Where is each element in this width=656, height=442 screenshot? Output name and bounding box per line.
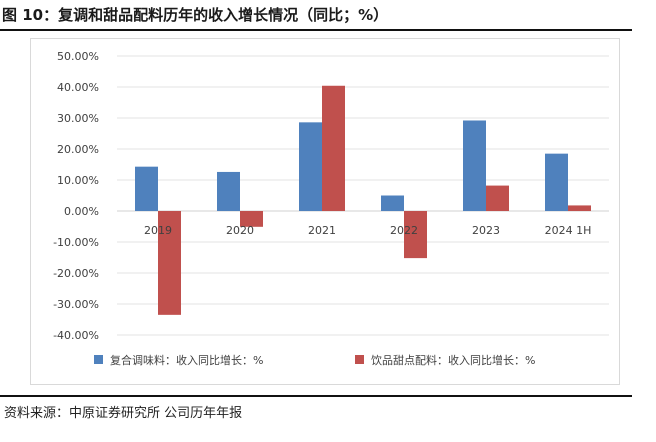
- y-tick-label: 20.00%: [57, 143, 99, 156]
- y-tick-label: 0.00%: [64, 205, 99, 218]
- grid-lines: [117, 55, 609, 336]
- y-tick-label: 30.00%: [57, 112, 99, 125]
- chart-frame: 50.00% 40.00% 30.00% 20.00% 10.00% 0.00% -10.0…: [30, 38, 620, 385]
- y-tick-label: 40.00%: [57, 81, 99, 94]
- bar-series-2-2024-1H: [568, 205, 591, 211]
- x-tick-label: 2023: [472, 224, 500, 237]
- legend-swatch-1: [94, 355, 103, 364]
- y-tick-label: -10.00%: [53, 236, 99, 249]
- bar-series-1-2022: [381, 195, 404, 211]
- x-tick-label: 2022: [390, 224, 418, 237]
- top-rule: [0, 29, 632, 31]
- bottom-rule: [0, 395, 632, 397]
- bar-series-2-2020: [240, 211, 263, 227]
- y-tick-label: -40.00%: [53, 329, 99, 342]
- bars: [135, 85, 591, 315]
- bar-series-2-2019: [158, 211, 181, 315]
- bar-series-1-2023: [463, 120, 486, 211]
- bar-series-2-2022: [404, 211, 427, 259]
- bar-series-2-2021: [322, 85, 345, 211]
- source-note: 资料来源：中原证券研究所 公司历年年报: [4, 406, 243, 421]
- y-tick-label: -20.00%: [53, 267, 99, 280]
- legend: 复合调味料：收入同比增长：% 饮品甜点配料：收入同比增长：%: [94, 353, 535, 367]
- y-tick-label: -30.00%: [53, 298, 99, 311]
- x-tick-label: 2021: [308, 224, 336, 237]
- bar-chart: 50.00% 40.00% 30.00% 20.00% 10.00% 0.00% -10.0…: [53, 50, 609, 367]
- bar-series-1-2021: [299, 122, 322, 211]
- bar-series-1-2020: [217, 171, 240, 211]
- y-axis-tick-labels: 50.00% 40.00% 30.00% 20.00% 10.00% 0.00% -10.0…: [53, 50, 99, 342]
- bar-series-1-2019: [135, 166, 158, 211]
- legend-label-1: 复合调味料：收入同比增长：%: [110, 353, 263, 367]
- x-tick-label: 2019: [144, 224, 172, 237]
- legend-swatch-2: [355, 355, 364, 364]
- x-axis-tick-labels: 2019 2020 2021 2022 2023 2024 1H: [144, 224, 591, 237]
- y-tick-label: 10.00%: [57, 174, 99, 187]
- y-tick-label: 50.00%: [57, 50, 99, 63]
- bar-series-1-2024-1H: [545, 153, 568, 211]
- legend-label-2: 饮品甜点配料：收入同比增长：%: [371, 353, 535, 367]
- x-tick-label: 2024 1H: [545, 224, 592, 237]
- x-tick-label: 2020: [226, 224, 254, 237]
- bar-series-2-2023: [486, 185, 509, 211]
- figure-title: 图 10：复调和甜品配料历年的收入增长情况（同比；%）: [2, 6, 389, 24]
